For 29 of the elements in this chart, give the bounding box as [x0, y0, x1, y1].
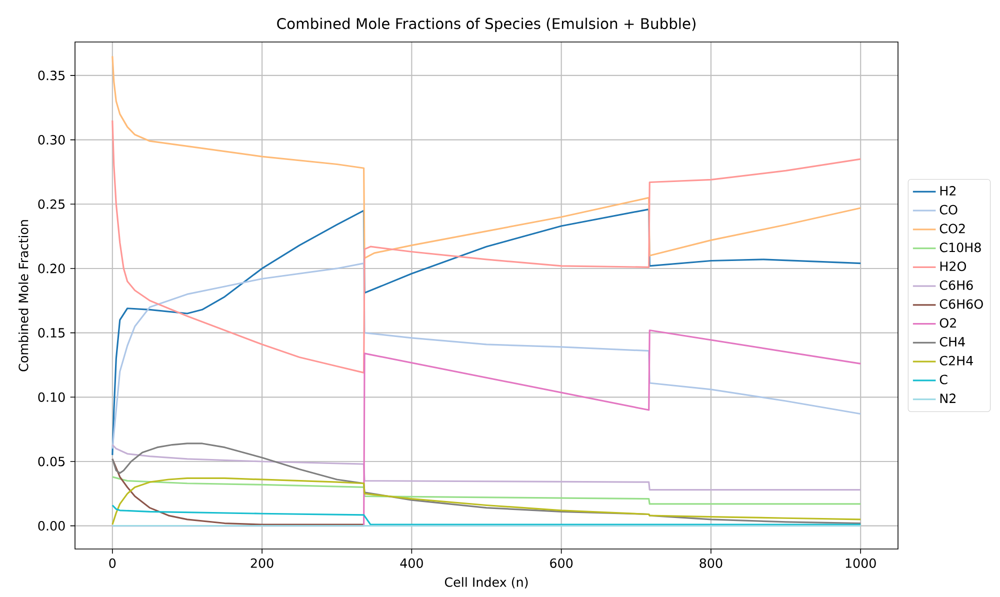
y-tick-label: 0.30: [38, 134, 65, 145]
y-tick-label: 0.10: [38, 392, 65, 402]
legend-label: C6H6O: [940, 299, 983, 309]
legend-label: H2: [940, 186, 956, 196]
x-tick-label: 400: [400, 558, 423, 568]
y-tick-label: 0.15: [38, 328, 65, 338]
chart-title: Combined Mole Fractions of Species (Emulsion + Bubble): [277, 18, 696, 32]
legend-label: C10H8: [940, 242, 981, 252]
x-tick-label: 0: [109, 558, 116, 568]
x-tick-label: 600: [550, 558, 573, 568]
legend-label: CH4: [940, 336, 965, 347]
x-axis-title: Cell Index (n): [444, 577, 528, 588]
x-tick-label: 1000: [846, 558, 876, 568]
y-axis-title: Combined Mole Fraction: [18, 220, 28, 372]
legend-label: N2: [940, 394, 956, 403]
y-tick-label: 0.20: [38, 264, 65, 274]
legend-label: C: [940, 374, 948, 384]
legend-label: CO: [940, 204, 958, 214]
x-tick-label: 200: [250, 558, 274, 568]
legend-label: C6H6: [940, 280, 973, 290]
y-tick-label: 0.05: [38, 456, 65, 466]
legend-label: CO2: [940, 224, 965, 234]
y-tick-label: 0.00: [38, 521, 65, 531]
y-tick-label: 0.25: [38, 199, 65, 209]
legend-label: H2O: [940, 261, 966, 272]
legend-label: C2H4: [940, 356, 973, 366]
x-tick-label: 800: [700, 558, 722, 568]
y-tick-label: 0.35: [38, 70, 65, 80]
legend-label: O2: [940, 318, 956, 328]
